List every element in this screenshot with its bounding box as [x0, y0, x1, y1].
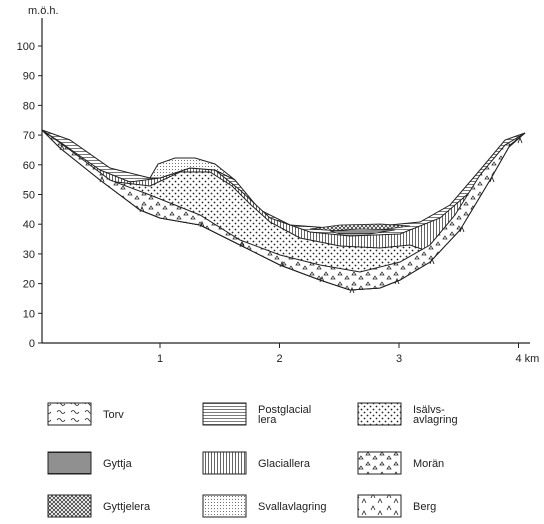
legend-swatch	[202, 402, 247, 426]
y-tick-label: 60	[23, 160, 35, 172]
legend-label: Gyttjelera	[103, 501, 151, 513]
legend-label: Isälvs-	[413, 404, 445, 416]
legend-swatch	[47, 494, 92, 518]
y-tick-label: 50	[23, 190, 35, 202]
y-tick-label: 0	[29, 338, 35, 350]
legend-swatch	[47, 451, 92, 475]
legend-swatch	[357, 451, 402, 475]
legend-swatch	[202, 494, 247, 518]
y-axis-unit: m.ö.h.	[28, 5, 59, 17]
cross-section	[41, 129, 526, 294]
legend-swatch	[47, 402, 92, 426]
legend-swatch	[357, 402, 402, 426]
x-tick-label: 4 km	[516, 353, 540, 365]
legend-label: Svallavlagring	[258, 501, 326, 513]
legend-label: Berg	[413, 501, 436, 513]
legend-label: lera	[258, 414, 277, 426]
legend-label: Gyttja	[103, 458, 133, 470]
legend-label: Torv	[103, 409, 124, 421]
ticks: 0 10 20 30 40 50 60 70 80 90 100 1 2 3 4 km	[17, 41, 540, 365]
legend-swatch	[357, 494, 402, 518]
y-tick-label: 10	[23, 308, 35, 320]
moraine	[41, 129, 526, 291]
legend-label: avlagring	[413, 414, 458, 426]
legend-swatch	[202, 451, 247, 475]
y-tick-label: 80	[23, 100, 35, 112]
y-tick-label: 40	[23, 219, 35, 231]
y-tick-label: 70	[23, 130, 35, 142]
x-tick-label: 2	[277, 353, 283, 365]
legend-label: Postglacial	[258, 404, 311, 416]
legend-label: Glaciallera	[258, 458, 311, 470]
y-tick-label: 100	[17, 41, 35, 53]
x-tick-label: 1	[157, 353, 163, 365]
legend-label: Morän	[413, 458, 444, 470]
y-tick-label: 30	[23, 249, 35, 261]
bedrock-marks	[59, 136, 523, 294]
x-tick-label: 3	[396, 353, 402, 365]
gyttja	[329, 228, 396, 235]
y-tick-label: 90	[23, 71, 35, 83]
y-tick-label: 20	[23, 279, 35, 291]
shore-sediment	[149, 157, 236, 181]
